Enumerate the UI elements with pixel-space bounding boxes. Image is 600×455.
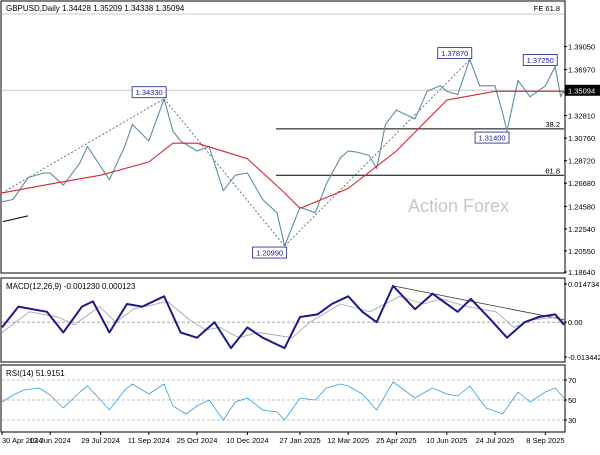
price-y-tick-label: 1.36970 (568, 66, 595, 75)
x-tick-label: 12 Mar 2025 (327, 436, 369, 445)
price-series-line (1, 58, 565, 247)
price-y-tick-label: 1.39050 (568, 43, 595, 52)
price-annotation-box (131, 86, 167, 99)
x-tick-label: 29 Jul 2024 (81, 436, 120, 445)
watermark: Action Forex (408, 196, 509, 216)
price-y-tick-label: 1.20550 (568, 247, 595, 256)
x-tick-label: 30 Apr 2024 (2, 436, 42, 445)
price-annotation-label: 1.20990 (256, 249, 283, 258)
x-tick-label: 8 Sep 2025 (526, 436, 564, 445)
price-y-tick-label: 1.26680 (568, 179, 595, 188)
x-tick-label: 13 Jun 2024 (30, 436, 71, 445)
x-tick-label: 10 Dec 2024 (226, 436, 269, 445)
x-tick-label: 25 Oct 2024 (177, 436, 218, 445)
price-annotation-label: 1.37870 (441, 49, 468, 58)
rsi-y-tick-label: 70 (568, 376, 576, 385)
price-panel-frame (0, 0, 566, 274)
rsi-panel-title: RSI(14) 51.9151 (6, 369, 65, 378)
x-tick-label: 11 Sep 2024 (128, 436, 170, 445)
price-y-tick-label: 1.24580 (568, 202, 595, 211)
fe-level-label: FE 61.8 (534, 4, 560, 13)
price-annotation-label: 1.34330 (136, 88, 163, 97)
price-annotation-box (522, 54, 558, 66)
fib-level-label: 61.8 (545, 166, 560, 175)
macd-y-tick-label: 0.00 (568, 318, 583, 327)
sma-series-line (1, 90, 564, 209)
macd-panel-frame (0, 277, 566, 363)
rsi-panel-frame (0, 364, 566, 433)
x-tick-label: 25 Apr 2025 (376, 436, 416, 445)
price-y-tick-label: 1.18640 (568, 268, 595, 277)
current-price-tag (565, 84, 600, 96)
rsi-y-tick-label: 30 (568, 416, 576, 425)
current-price-label: 1.35094 (568, 86, 595, 95)
fib-level-label: 38.2 (545, 120, 560, 129)
rsi-y-tick-label: 50 (568, 396, 576, 405)
macd-panel-title: MACD(12,26,9) -0.001230 0.000123 (6, 282, 136, 291)
x-tick-label: 27 Jan 2025 (279, 436, 320, 445)
trendline-dashed (1, 98, 165, 194)
price-y-tick-label: 1.28720 (568, 157, 595, 166)
price-annotation-box (252, 246, 288, 259)
macd-y-tick-label: -0.013442 (568, 353, 600, 362)
price-panel-title: GBPUSD,Daily 1.34428 1.35209 1.34338 1.3… (6, 4, 185, 13)
x-tick-label: 24 Jul 2025 (476, 436, 515, 445)
price-y-tick-label: 1.22540 (568, 225, 595, 234)
price-annotation-box (437, 47, 473, 60)
trendline-dashed (163, 98, 285, 247)
price-annotation-label: 1.31400 (478, 134, 505, 143)
rsi-series-line (1, 381, 565, 421)
macd-y-tick-label: 0.014734 (568, 280, 599, 289)
support-line (2, 215, 29, 223)
x-tick-label: 10 Jun 2025 (426, 436, 467, 445)
price-y-tick-label: 1.32810 (568, 111, 595, 120)
price-annotation-box (474, 131, 510, 144)
macd-trendline (393, 285, 565, 320)
macd-signal-line (1, 295, 565, 339)
price-annotation-label: 1.37250 (527, 56, 554, 65)
price-y-tick-label: 1.30760 (568, 134, 595, 143)
macd-main-line (1, 284, 565, 350)
